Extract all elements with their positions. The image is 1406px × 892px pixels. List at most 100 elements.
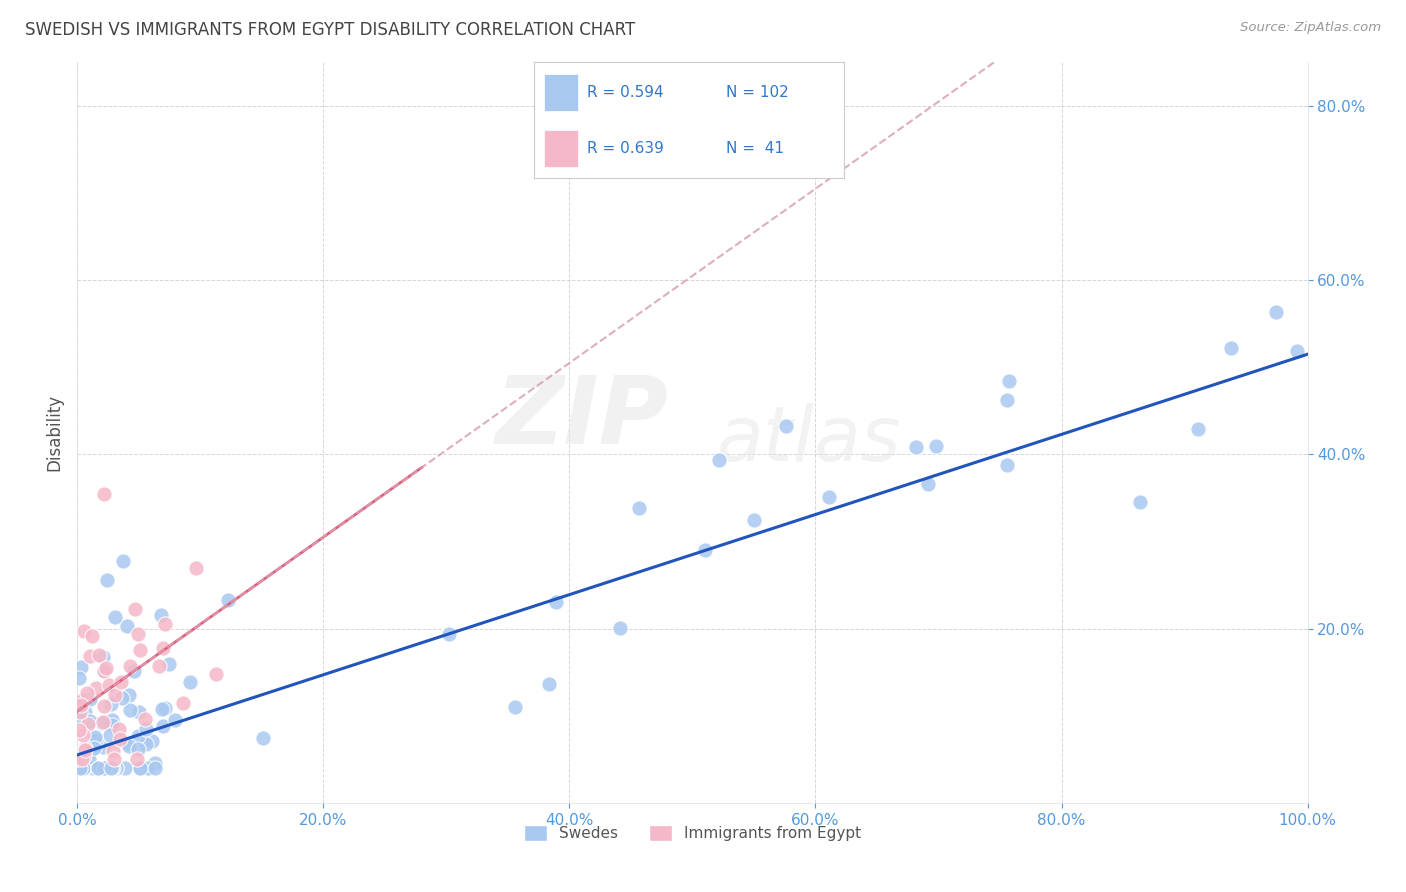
- Point: [115, 736, 138, 750]
- Point: [67, 723, 90, 737]
- Point: [153, 617, 176, 632]
- Point: [129, 761, 152, 775]
- Point: [103, 752, 125, 766]
- Point: [87, 648, 110, 662]
- Point: [91, 715, 114, 730]
- Point: [87, 761, 110, 775]
- Point: [124, 602, 146, 616]
- Point: [128, 705, 150, 719]
- Point: [73, 749, 96, 764]
- Point: [75, 740, 97, 755]
- Point: [1187, 421, 1209, 435]
- Point: [179, 674, 201, 689]
- Point: [127, 742, 149, 756]
- Point: [93, 761, 115, 775]
- Point: [73, 705, 96, 719]
- Point: [89, 761, 111, 775]
- Point: [84, 681, 107, 695]
- Point: [104, 610, 127, 624]
- Point: [91, 714, 114, 729]
- Point: [544, 595, 567, 609]
- Point: [125, 752, 148, 766]
- Text: atlas: atlas: [717, 403, 901, 477]
- Point: [1220, 341, 1243, 355]
- Point: [69, 761, 91, 775]
- Point: [100, 718, 122, 732]
- Point: [117, 618, 139, 632]
- Point: [917, 477, 939, 491]
- Point: [98, 728, 121, 742]
- Point: [90, 761, 112, 775]
- Text: ZIP: ZIP: [495, 372, 668, 464]
- Point: [1129, 495, 1152, 509]
- Point: [69, 660, 91, 674]
- Point: [73, 624, 96, 638]
- Point: [79, 714, 101, 728]
- Point: [76, 686, 98, 700]
- Point: [135, 723, 157, 737]
- Text: R = 0.594: R = 0.594: [586, 85, 664, 100]
- Point: [67, 761, 90, 775]
- Point: [79, 746, 101, 760]
- Point: [998, 374, 1021, 388]
- Text: SWEDISH VS IMMIGRANTS FROM EGYPT DISABILITY CORRELATION CHART: SWEDISH VS IMMIGRANTS FROM EGYPT DISABIL…: [25, 21, 636, 39]
- Point: [925, 439, 948, 453]
- Point: [94, 661, 117, 675]
- Text: R = 0.639: R = 0.639: [586, 141, 664, 156]
- Point: [143, 756, 166, 770]
- Point: [90, 761, 112, 775]
- Point: [134, 712, 156, 726]
- Point: [775, 418, 797, 433]
- Point: [153, 701, 176, 715]
- Point: [127, 627, 149, 641]
- Point: [96, 761, 118, 775]
- Point: [73, 743, 96, 757]
- Point: [110, 674, 132, 689]
- Point: [118, 739, 141, 753]
- Point: [101, 744, 124, 758]
- Point: [100, 761, 122, 775]
- Point: [69, 705, 91, 719]
- Point: [82, 761, 104, 775]
- Point: [742, 513, 765, 527]
- Point: [70, 693, 93, 707]
- Point: [628, 501, 651, 516]
- Point: [67, 761, 90, 775]
- Point: [136, 761, 159, 775]
- Point: [538, 677, 561, 691]
- Legend: Swedes, Immigrants from Egypt: Swedes, Immigrants from Egypt: [517, 819, 868, 847]
- Point: [83, 731, 105, 745]
- Point: [135, 737, 157, 751]
- Point: [90, 761, 112, 775]
- Point: [101, 761, 124, 775]
- Point: [79, 648, 101, 663]
- Point: [152, 641, 174, 656]
- Point: [93, 761, 115, 775]
- Point: [72, 752, 94, 766]
- Point: [148, 659, 170, 673]
- Point: [707, 453, 730, 467]
- Text: N = 102: N = 102: [725, 85, 789, 100]
- Point: [101, 713, 124, 727]
- Point: [67, 672, 90, 686]
- Point: [84, 733, 107, 747]
- Y-axis label: Disability: Disability: [45, 394, 63, 471]
- Point: [141, 733, 163, 747]
- Point: [100, 761, 122, 775]
- Point: [87, 761, 110, 775]
- Text: Source: ZipAtlas.com: Source: ZipAtlas.com: [1240, 21, 1381, 35]
- Point: [817, 491, 839, 505]
- Point: [152, 719, 174, 733]
- Point: [70, 698, 93, 713]
- Point: [104, 689, 127, 703]
- Point: [77, 752, 100, 766]
- Point: [1264, 305, 1286, 319]
- Point: [163, 713, 186, 727]
- Point: [73, 761, 96, 775]
- Point: [72, 761, 94, 775]
- Point: [96, 573, 118, 587]
- Point: [693, 542, 716, 557]
- Point: [83, 741, 105, 756]
- Point: [114, 761, 136, 775]
- Point: [108, 722, 131, 736]
